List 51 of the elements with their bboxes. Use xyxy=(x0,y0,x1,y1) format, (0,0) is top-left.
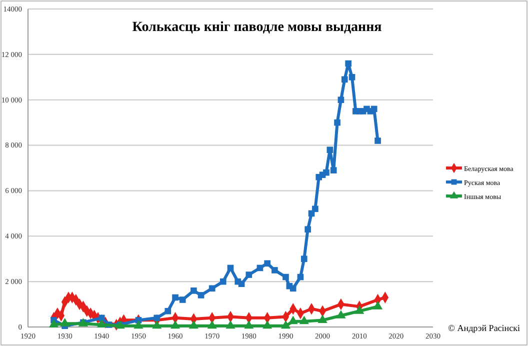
point xyxy=(370,106,378,112)
point xyxy=(272,267,278,274)
point xyxy=(208,285,216,292)
point xyxy=(372,301,383,310)
point xyxy=(198,292,204,298)
point xyxy=(60,318,70,326)
point xyxy=(304,226,311,232)
point xyxy=(336,310,346,318)
point xyxy=(334,119,340,126)
point xyxy=(348,74,356,80)
point xyxy=(134,320,144,329)
text: © Андрэй Расінскі xyxy=(448,323,520,333)
point xyxy=(207,320,217,329)
point xyxy=(188,320,198,329)
point xyxy=(299,316,309,324)
point xyxy=(98,314,105,322)
point xyxy=(282,274,289,280)
point xyxy=(326,146,334,153)
point xyxy=(290,285,296,292)
point xyxy=(244,320,254,329)
point xyxy=(300,256,308,262)
point xyxy=(172,294,178,301)
point xyxy=(354,306,364,314)
point xyxy=(312,206,318,212)
text: Колькасць кніг паводле мовы выдання xyxy=(132,20,382,35)
point xyxy=(170,320,180,329)
point xyxy=(345,60,352,67)
point xyxy=(323,169,330,176)
point xyxy=(374,138,381,144)
point xyxy=(190,287,197,294)
point xyxy=(262,320,272,329)
point xyxy=(246,272,252,278)
point xyxy=(264,260,270,267)
point xyxy=(280,320,291,329)
point xyxy=(154,314,160,322)
point xyxy=(238,280,245,288)
point xyxy=(152,320,162,329)
point xyxy=(338,96,344,104)
point xyxy=(297,274,304,280)
point xyxy=(341,76,348,83)
point xyxy=(220,278,226,285)
point xyxy=(226,320,236,329)
point xyxy=(179,296,186,303)
point xyxy=(288,316,298,324)
point xyxy=(96,319,106,328)
point xyxy=(256,264,264,272)
point xyxy=(164,308,172,314)
point xyxy=(48,319,59,328)
point xyxy=(318,314,328,323)
point xyxy=(330,167,337,174)
point xyxy=(227,264,234,272)
